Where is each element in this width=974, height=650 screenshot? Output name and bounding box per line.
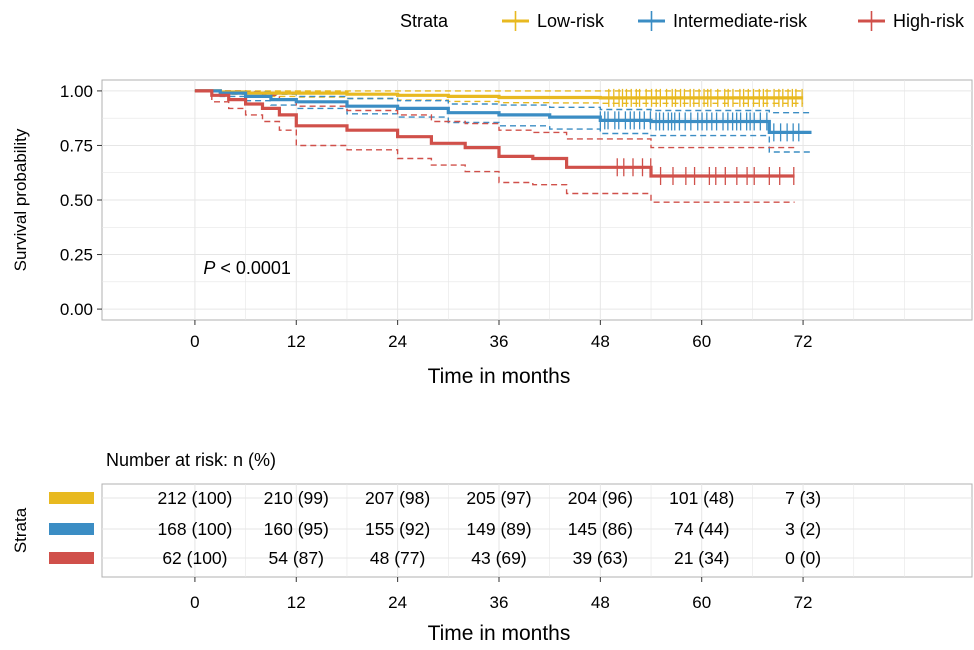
x-axis-ticks: 0 12 24 36 48 60 72 [190,320,813,351]
risk-cell: 101 (48) [669,488,734,508]
survival-curves [194,89,812,178]
y-axis-label: Survival probability [11,128,30,271]
y-tick-label: 1.00 [60,82,93,101]
y-tick-label: 0.75 [60,136,93,155]
y-tick-label: 0.25 [60,246,93,265]
risk-x-tick-label: 12 [287,593,306,612]
x-tick-label: 60 [692,332,711,351]
y-tick-label: 0.00 [60,300,93,319]
y-axis-ticks: 0.00 0.25 0.50 0.75 1.00 [60,82,102,319]
risk-cell: 155 (92) [365,519,430,539]
risk-x-tick-label: 60 [692,593,711,612]
risk-table-panel [101,483,973,578]
x-tick-label: 36 [490,332,509,351]
high-risk-ci-upper [194,90,795,149]
legend-label-intermediate-risk: Intermediate-risk [673,11,808,31]
x-tick-label: 48 [591,332,610,351]
censor-marks [599,88,803,185]
risk-cell: 43 (69) [471,548,526,568]
strata-swatch-intermediate-risk [49,523,94,535]
x-tick-label: 72 [794,332,813,351]
risk-x-tick-label: 72 [794,593,813,612]
risk-cell: 62 (100) [162,548,227,568]
legend-label-high-risk: High-risk [893,11,965,31]
risk-cell: 205 (97) [466,488,531,508]
risk-cell: 207 (98) [365,488,430,508]
risk-cell: 3 (2) [785,519,821,539]
risk-cell: 0 (0) [785,548,821,568]
legend: Strata Low-risk Intermediate-risk High-ris… [400,11,965,31]
y-tick-label: 0.50 [60,191,93,210]
risk-x-tick-label: 0 [190,593,199,612]
risk-cell: 210 (99) [264,488,329,508]
risk-cell: 204 (96) [568,488,633,508]
x-tick-label: 24 [388,332,407,351]
risk-table-title: Number at risk: n (%) [106,450,276,470]
intermediate-risk-ci-lower [194,90,812,153]
risk-cell: 212 (100) [157,488,232,508]
risk-cell: 7 (3) [785,488,821,508]
p-value-text: < 0.0001 [215,258,291,278]
intermediate-risk-curve [194,89,812,134]
risk-cell: 168 (100) [157,519,232,539]
strata-swatch-high-risk [49,552,94,564]
high-risk-ci-lower [194,90,795,203]
high-risk-curve [194,89,795,178]
risk-cell: 39 (63) [573,548,628,568]
risk-x-tick-label: 48 [591,593,610,612]
x-tick-label: 0 [190,332,199,351]
x-axis-label: Time in months [428,365,571,388]
risk-cell: 54 (87) [269,548,324,568]
risk-x-tick-label: 24 [388,593,407,612]
risk-table-grid [102,484,972,577]
risk-cell: 160 (95) [264,519,329,539]
risk-x-tick-label: 36 [490,593,509,612]
p-value-annotation: P < 0.0001 [203,258,291,278]
legend-label-low-risk: Low-risk [537,11,605,31]
risk-table-x-label: Time in months [428,622,571,645]
risk-table-cells: 212 (100) 210 (99) 207 (98) 205 (97) 204 (96… [157,488,821,568]
strata-swatch-low-risk [49,492,94,504]
risk-table: Number at risk: n (%) 212 (100) 210 (99) 2… [11,450,973,645]
risk-cell: 74 (44) [674,519,729,539]
p-value-symbol: P [203,258,215,278]
risk-table-x-ticks: 0 12 24 36 48 60 72 [190,577,813,612]
legend-title: Strata [400,11,449,31]
risk-table-y-label: Strata [11,507,30,553]
risk-cell: 21 (34) [674,548,729,568]
survival-plot: 0.00 0.25 0.50 0.75 1.00 0 12 24 36 48 60 72 Survi… [11,79,973,388]
risk-cell: 149 (89) [466,519,531,539]
x-tick-label: 12 [287,332,306,351]
risk-cell: 145 (86) [568,519,633,539]
risk-cell: 48 (77) [370,548,425,568]
risk-table-strata-swatches [49,492,94,564]
